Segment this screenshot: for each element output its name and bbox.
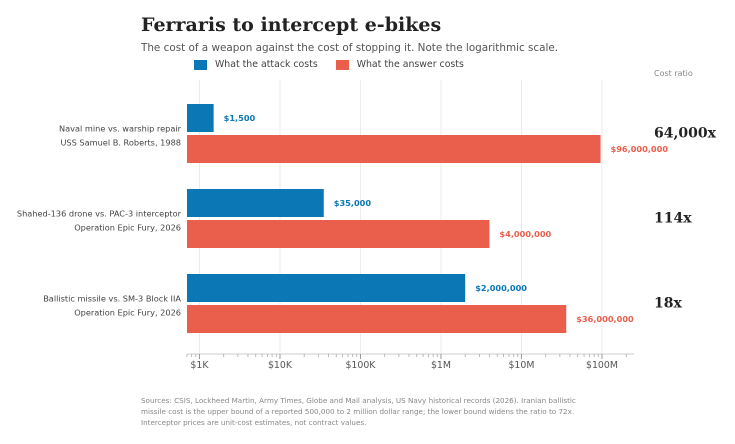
bar-attack-0 — [187, 104, 214, 132]
category-label-line1: Naval mine vs. warship repair — [59, 124, 182, 134]
x-tick-label: $10M — [508, 360, 534, 371]
bar-attack-1 — [187, 189, 324, 217]
legend-item-answer: What the answer costs — [335, 59, 464, 70]
x-tick-label: $1K — [190, 360, 209, 371]
chart-subtitle: The cost of a weapon against the cost of… — [141, 42, 559, 54]
category-label-line2: USS Samuel B. Roberts, 1988 — [60, 138, 181, 148]
category-label-line2: Operation Epic Fury, 2026 — [74, 308, 181, 318]
data-label: $4,000,000 — [499, 229, 551, 239]
legend-item-attack: What the attack costs — [194, 59, 318, 70]
cost-ratio-header: Cost ratio — [654, 69, 693, 78]
x-tick-label: $100K — [345, 360, 376, 371]
legend-label-attack: What the attack costs — [215, 59, 318, 70]
category-label-line2: Operation Epic Fury, 2026 — [74, 223, 181, 233]
source-note: Sources: CSIS, Lockheed Martin, Army Tim… — [141, 396, 576, 428]
x-tick-label: $1M — [431, 360, 451, 371]
cost-ratio-label: 18x — [654, 296, 682, 312]
data-label: $2,000,000 — [475, 283, 527, 293]
legend-swatch-attack — [194, 59, 207, 70]
legend: What the attack costs What the answer co… — [194, 59, 482, 70]
bar-answer-2 — [187, 305, 567, 333]
bar-answer-0 — [187, 135, 601, 163]
data-label: $96,000,000 — [611, 144, 669, 154]
x-tick-label: $10K — [268, 360, 293, 371]
category-label-line1: Ballistic missile vs. SM-3 Block IIA — [43, 294, 181, 304]
x-tick-label: $100M — [586, 360, 618, 371]
chart-title: Ferraris to intercept e-bikes — [141, 14, 442, 36]
data-label: $36,000,000 — [576, 314, 634, 324]
bar-answer-1 — [187, 220, 490, 248]
legend-swatch-answer — [335, 59, 349, 70]
bar-attack-2 — [187, 274, 466, 302]
data-label: $35,000 — [334, 198, 372, 208]
legend-label-answer: What the answer costs — [356, 59, 464, 70]
cost-ratio-label: 114x — [654, 211, 692, 227]
data-label: $1,500 — [224, 113, 256, 123]
cost-ratio-label: 64,000x — [654, 126, 717, 142]
category-label-line1: Shahed-136 drone vs. PAC-3 interceptor — [17, 209, 182, 219]
